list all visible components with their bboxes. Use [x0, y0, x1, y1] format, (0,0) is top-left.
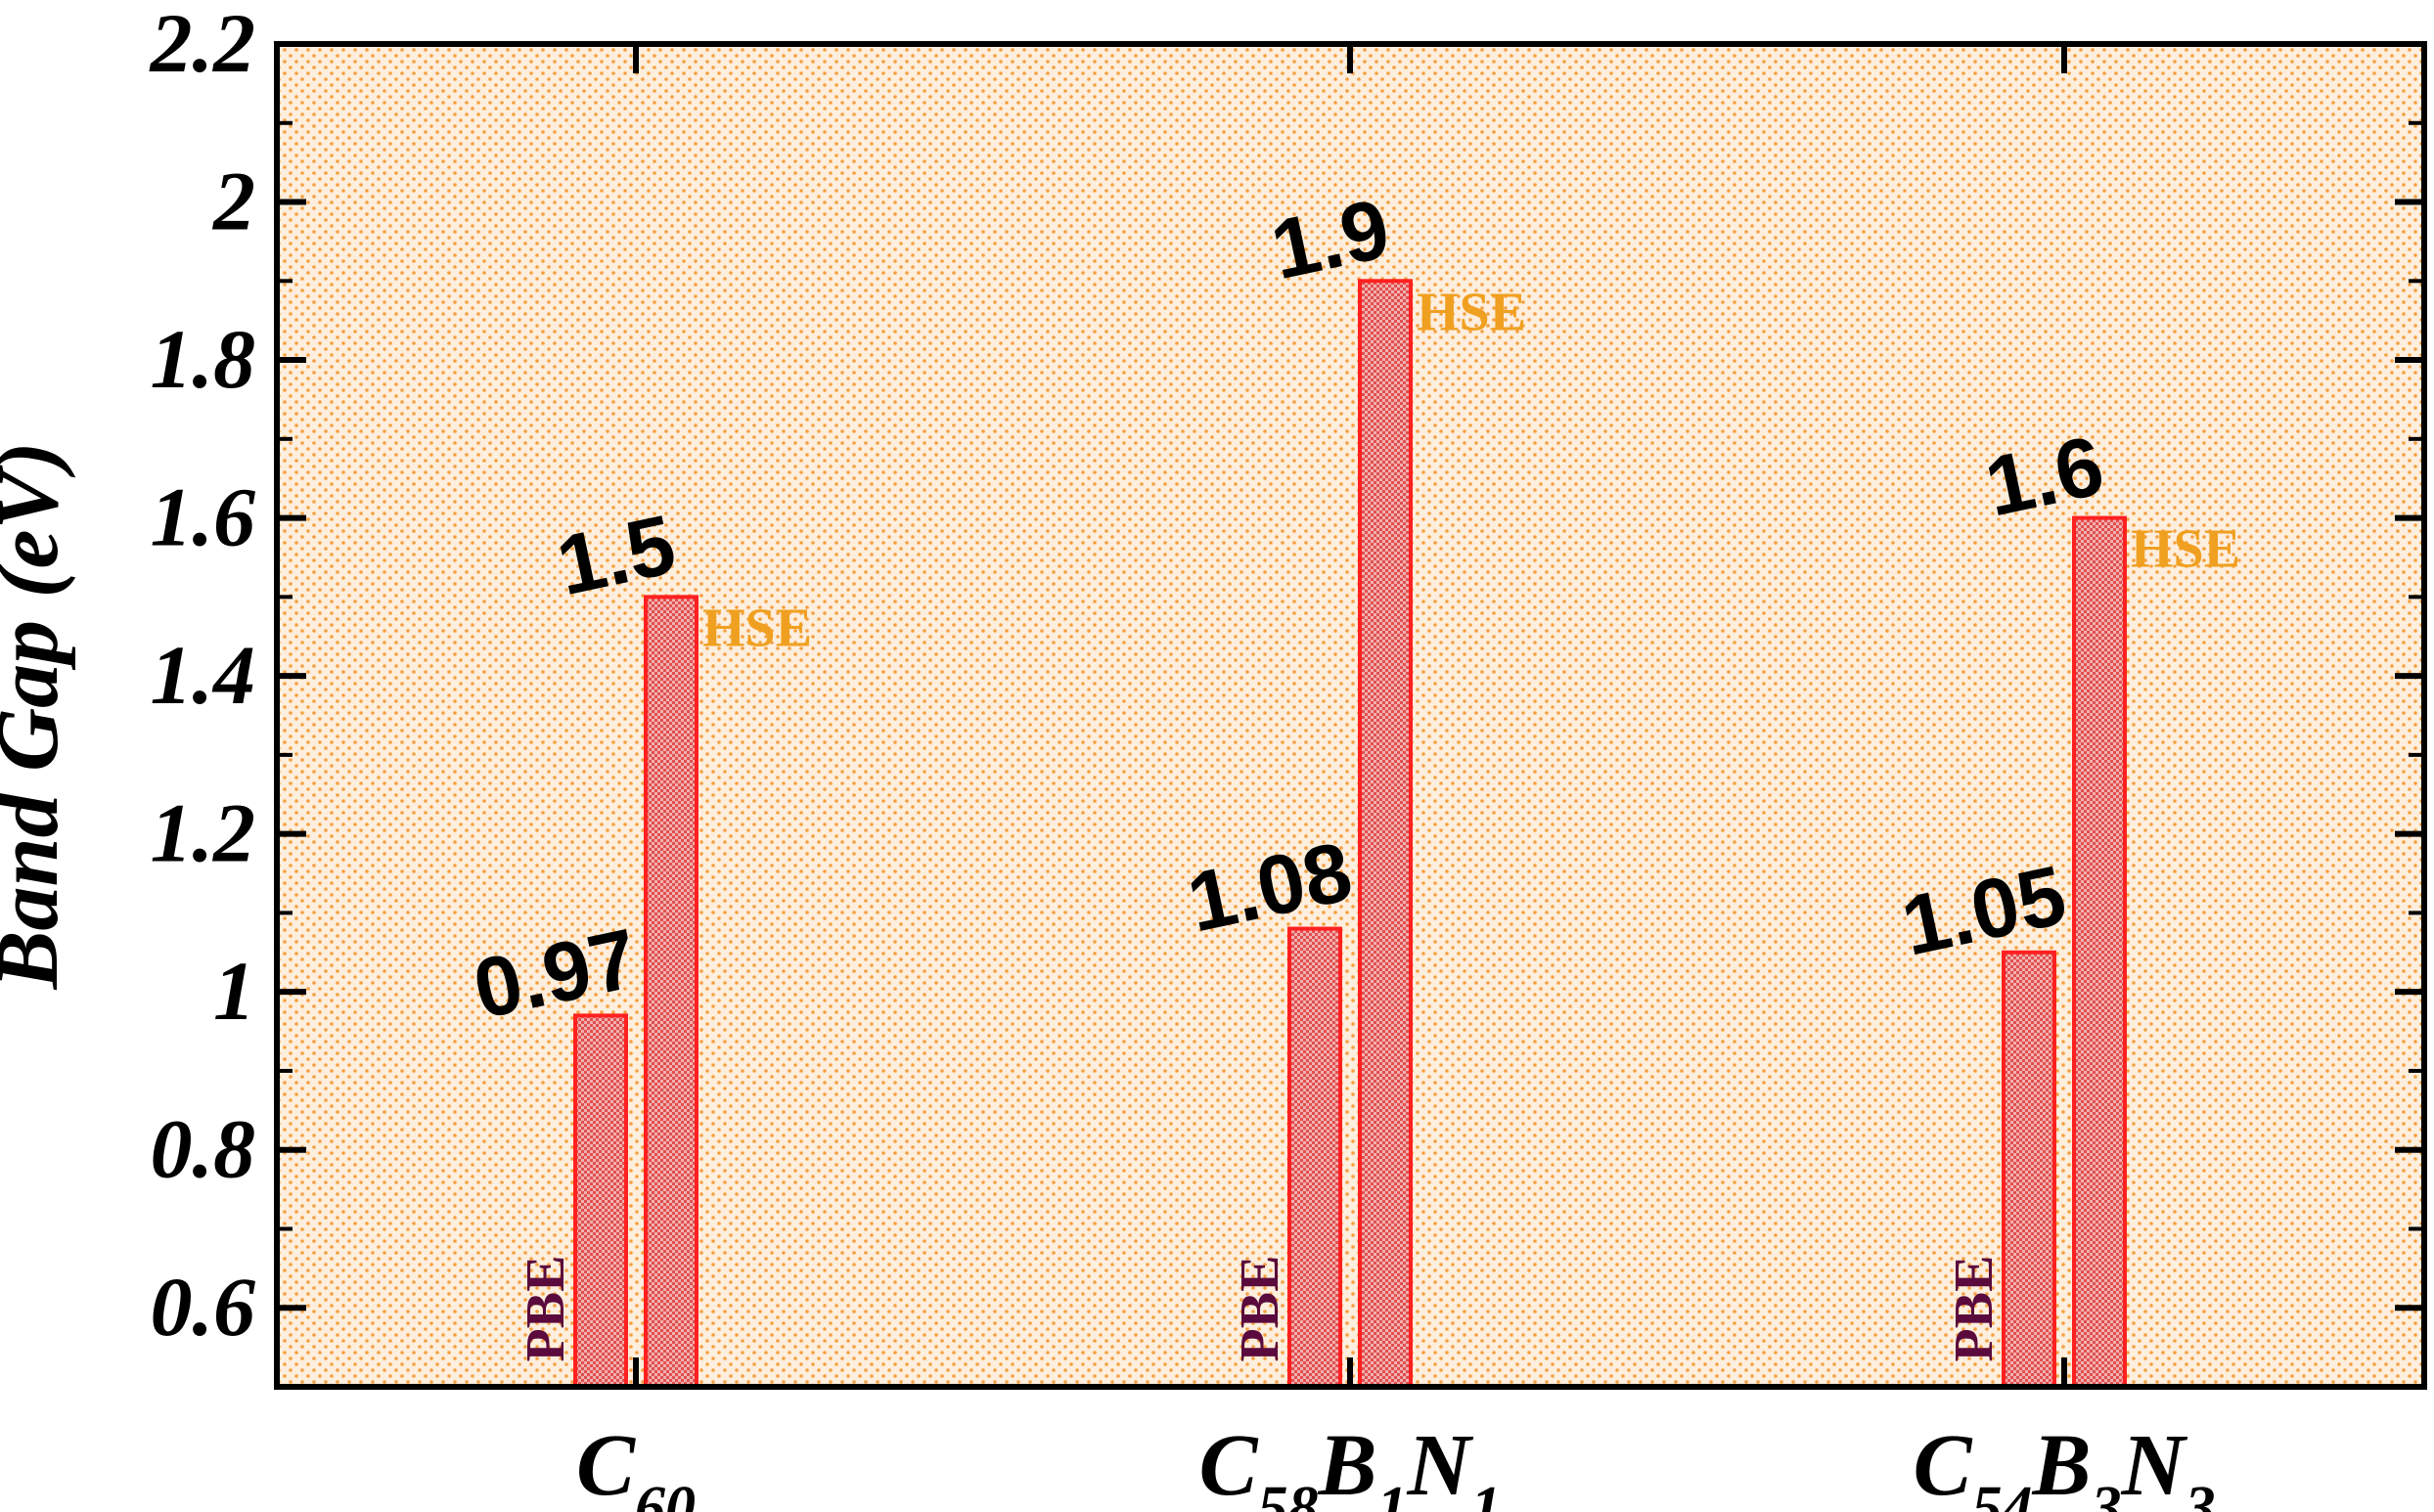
x-category-label-part: N	[1407, 1417, 1474, 1512]
x-category-label-part: 3	[2091, 1475, 2122, 1512]
x-category-label-1: C58B1N1	[1198, 1417, 1501, 1512]
x-category-label-part: 54	[1972, 1475, 2033, 1512]
x-category-label-part: B	[1318, 1417, 1377, 1512]
y-tick-label-7: 2	[211, 155, 255, 248]
bar-hse-1	[1358, 279, 1413, 1390]
method-label-pbe-1: PBE	[1230, 1256, 1290, 1362]
y-tick-label-0: 0.6	[151, 1260, 256, 1354]
y-tick-label-2: 1	[213, 944, 255, 1038]
method-label-pbe-2: PBE	[1944, 1256, 2005, 1362]
bar-pbe-0	[573, 1013, 628, 1389]
x-category-label-part: 1	[1471, 1475, 1502, 1512]
method-label-pbe-0: PBE	[516, 1256, 576, 1362]
x-category-label-part: 3	[2185, 1475, 2216, 1512]
x-category-label-part: B	[2032, 1417, 2092, 1512]
x-category-label-2: C54B3N3	[1913, 1417, 2215, 1512]
x-category-label-part: 1	[1377, 1475, 1408, 1512]
x-category-label-part: C	[1198, 1417, 1258, 1512]
method-label-hse-0: HSE	[702, 598, 812, 658]
y-tick-label-4: 1.4	[151, 628, 256, 722]
y-tick-label-1: 0.8	[151, 1102, 256, 1196]
x-category-label-part: C	[1913, 1417, 1972, 1512]
y-tick-label-8: 2.2	[149, 0, 256, 90]
y-axis-title: Band Gap (eV)	[0, 442, 76, 991]
method-label-hse-2: HSE	[2131, 519, 2240, 580]
y-tick-label-5: 1.6	[151, 470, 256, 564]
x-category-label-0: C60	[576, 1417, 696, 1512]
plot-background	[277, 44, 2424, 1387]
method-label-hse-1: HSE	[1417, 282, 1526, 342]
x-category-label-part: 60	[635, 1475, 696, 1512]
bar-hse-0	[644, 595, 699, 1389]
x-category-label-part: 58	[1258, 1475, 1319, 1512]
y-tick-label-3: 1.2	[151, 786, 256, 880]
bar-pbe-1	[1287, 926, 1342, 1389]
x-category-label-part: C	[576, 1417, 636, 1512]
bar-pbe-2	[2002, 950, 2056, 1389]
x-category-label-part: N	[2121, 1417, 2188, 1512]
bar-hse-2	[2072, 515, 2127, 1389]
y-tick-label-6: 1.8	[151, 312, 256, 406]
